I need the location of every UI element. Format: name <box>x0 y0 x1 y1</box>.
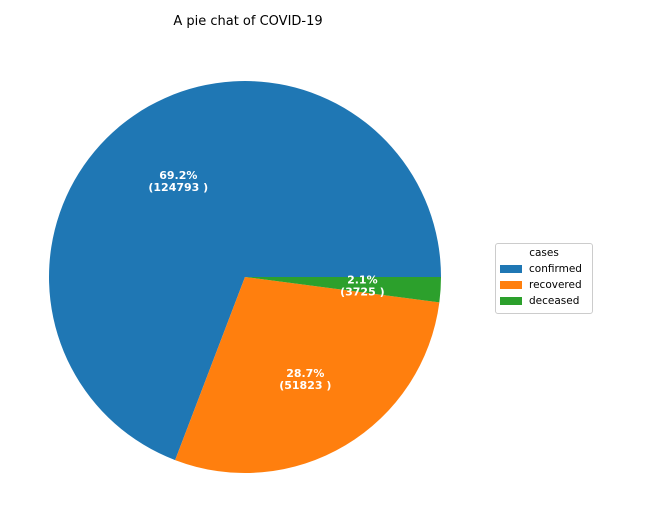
pie-labels: 69.2%(124793 ) 28.7%(51823 ) 2.1%(3725 ) <box>148 169 384 392</box>
pie-percent-label-recovered: 28.7% <box>286 367 324 380</box>
pie-percent-label-confirmed: 69.2% <box>159 169 197 182</box>
legend-swatch-deceased <box>500 297 522 305</box>
pie-value-label-recovered: (51823 ) <box>279 379 331 392</box>
legend-label-confirmed: confirmed <box>529 263 582 275</box>
pie-slice-confirmed <box>48 81 441 461</box>
chart-title: A pie chat of COVID-19 <box>173 14 323 29</box>
legend-label-recovered: recovered <box>529 279 582 291</box>
legend-label-deceased: deceased <box>529 295 580 307</box>
legend-item-confirmed: confirmed <box>500 261 588 277</box>
pie-value-label-confirmed: (124793 ) <box>148 181 208 194</box>
pie-slice-deceased <box>245 277 441 303</box>
legend-item-recovered: recovered <box>500 277 588 293</box>
pie-slices <box>48 81 441 473</box>
pie-percent-label-deceased: 2.1% <box>347 274 378 287</box>
legend-swatch-recovered <box>500 281 522 289</box>
legend-title: cases <box>529 247 559 259</box>
pie-slice-recovered <box>175 277 440 473</box>
legend: cases confirmed recovered deceased <box>495 243 593 314</box>
legend-swatch-confirmed <box>500 265 522 273</box>
pie-value-label-deceased: (3725 ) <box>340 286 385 299</box>
legend-item-deceased: deceased <box>500 293 588 309</box>
